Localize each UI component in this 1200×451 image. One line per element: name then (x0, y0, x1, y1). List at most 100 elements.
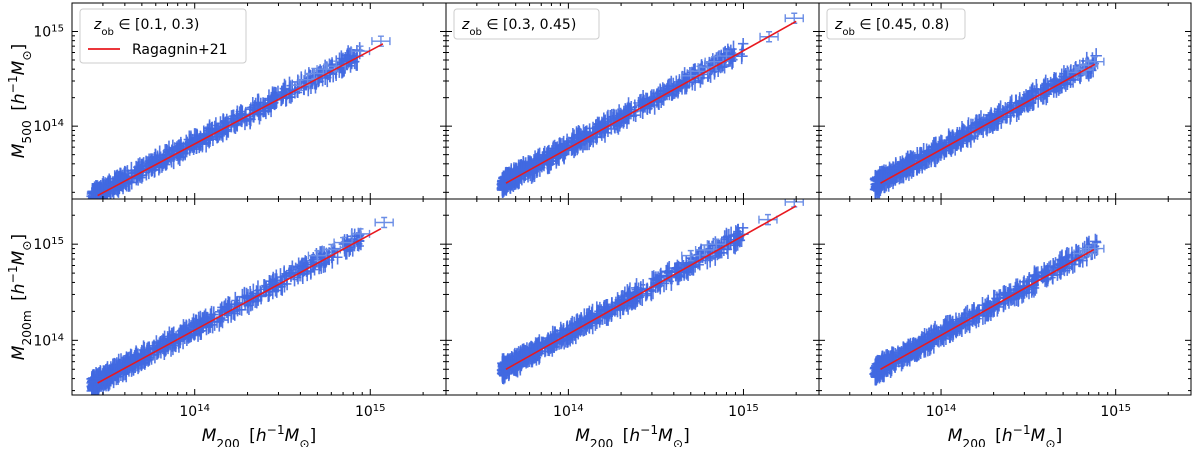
data-point (198, 125, 210, 144)
data-point (329, 243, 338, 261)
y-tick-label: 1015 (33, 23, 64, 41)
data-point (934, 148, 940, 161)
data-point (532, 346, 541, 366)
panel-0-1 (496, 12, 804, 199)
data-point (110, 171, 123, 191)
data-point (637, 103, 644, 118)
data-point (650, 270, 655, 287)
data-point (961, 306, 971, 323)
data-point (220, 114, 226, 127)
data-point (1090, 48, 1102, 64)
data-point (697, 61, 717, 73)
data-point (251, 293, 259, 308)
data-point (758, 213, 778, 226)
data-point (694, 244, 715, 256)
panel-0-0 (86, 35, 391, 199)
data-point (724, 239, 732, 259)
data-point (510, 167, 518, 183)
fit-line (97, 227, 382, 384)
data-point (1073, 247, 1093, 260)
data-point (927, 141, 940, 154)
data-point (524, 161, 531, 175)
data-point (374, 216, 394, 229)
data-point (204, 132, 215, 149)
data-point (353, 240, 364, 252)
data-point (1001, 285, 1007, 305)
data-point (654, 92, 663, 110)
data-point (272, 87, 280, 108)
x-tick-label: 1015 (728, 403, 759, 421)
y-axis-label: M500 [h−1M⊙] (6, 44, 34, 158)
data-point (639, 89, 647, 109)
data-point (1059, 256, 1069, 271)
x-tick-label: 1014 (926, 403, 957, 421)
data-point (1063, 70, 1070, 85)
data-point (555, 139, 565, 159)
data-point (1074, 63, 1094, 75)
data-point (172, 142, 181, 154)
data-point (556, 327, 564, 346)
legend-box (79, 8, 247, 64)
data-point (1067, 66, 1087, 79)
data-point (1045, 261, 1053, 273)
data-point (666, 90, 678, 101)
data-point (872, 361, 880, 373)
x-tick-label: 1014 (179, 403, 210, 421)
legend-bin-label: zob ∈ [0.1, 0.3) (93, 17, 199, 38)
data-point (890, 170, 897, 187)
data-point (614, 301, 621, 318)
y-tick-label: 1014 (33, 118, 64, 136)
data-point (135, 167, 142, 186)
data-point (1012, 94, 1019, 114)
data-point (916, 159, 927, 171)
fit-line (97, 43, 384, 197)
data-point (98, 178, 107, 193)
data-point (543, 145, 553, 158)
data-point (1032, 274, 1043, 287)
data-point (154, 145, 166, 165)
data-point (553, 142, 559, 154)
x-tick-label: 1015 (355, 403, 386, 421)
y-tick-label: 1015 (33, 236, 64, 254)
data-point (353, 52, 359, 71)
panel-0-2 (869, 48, 1105, 199)
data-point (266, 282, 273, 302)
data-point (737, 37, 749, 50)
fit-line (505, 205, 797, 370)
y-axis-label: M200m [h−1M⊙] (6, 234, 34, 360)
data-point (1067, 246, 1077, 263)
data-point (1078, 59, 1099, 71)
data-point (965, 313, 975, 331)
data-point (681, 249, 701, 262)
data-point (172, 140, 184, 154)
data-point (721, 227, 732, 247)
data-point (342, 240, 351, 260)
data-point (977, 110, 985, 129)
data-point (640, 289, 652, 302)
x-tick-label: 1015 (1100, 403, 1131, 421)
data-point (180, 327, 189, 340)
data-point (784, 12, 804, 24)
data-point (150, 340, 157, 358)
data-point (984, 302, 991, 322)
data-point (955, 128, 968, 147)
data-point (706, 238, 727, 250)
data-point (304, 67, 325, 80)
data-point (991, 297, 1004, 317)
data-point (231, 303, 238, 320)
data-point (288, 260, 297, 279)
data-point (598, 116, 606, 130)
data-point (145, 153, 157, 169)
panel-1-1 (496, 199, 804, 385)
data-point (191, 128, 200, 148)
data-point (984, 109, 996, 121)
data-point (500, 367, 505, 384)
fit-line (880, 63, 1096, 184)
legend-entry-label: Ragagnin+21 (132, 42, 228, 58)
data-point (620, 105, 628, 122)
panel-frame (818, 198, 1192, 396)
data-point (350, 228, 371, 240)
data-point (371, 35, 391, 47)
data-point (884, 357, 890, 370)
